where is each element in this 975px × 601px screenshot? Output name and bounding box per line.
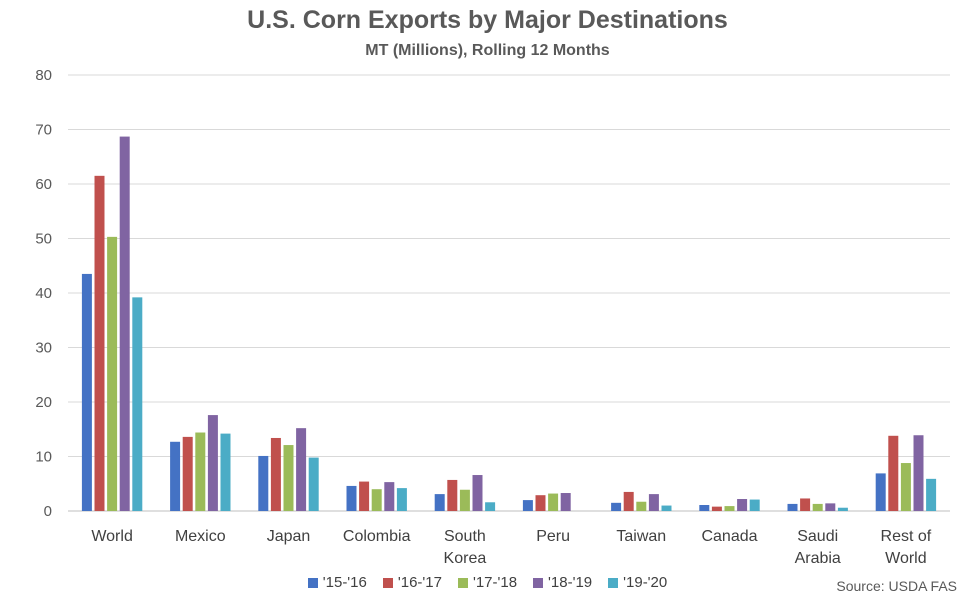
bar xyxy=(825,503,836,511)
bar xyxy=(371,489,382,511)
legend-entry: '17-'18 xyxy=(457,574,518,591)
bar xyxy=(812,503,823,511)
bar xyxy=(535,495,546,511)
bar xyxy=(837,507,848,511)
legend-entry: '16-'17 xyxy=(382,574,442,591)
bar xyxy=(207,415,218,511)
bar xyxy=(258,455,269,511)
bar xyxy=(132,297,143,511)
bar xyxy=(107,236,118,512)
y-tick-label: 80 xyxy=(35,67,52,84)
legend-label: '15-'16 xyxy=(322,574,367,591)
bar xyxy=(81,273,92,511)
y-tick-label: 40 xyxy=(35,285,52,302)
y-tick-label: 30 xyxy=(35,340,52,357)
x-tick-label: Japan xyxy=(267,528,311,545)
legend-label: '18-'19 xyxy=(548,574,593,591)
legend-label: '16-'17 xyxy=(397,574,442,591)
chart-subtitle: MT (Millions), Rolling 12 Months xyxy=(365,42,610,59)
bar xyxy=(636,501,647,511)
y-tick-label: 20 xyxy=(35,394,52,411)
bar xyxy=(195,432,206,511)
bar xyxy=(913,435,924,511)
bar xyxy=(522,500,533,511)
y-tick-label: 60 xyxy=(35,176,52,193)
legend-entry: '15-'16 xyxy=(307,574,367,591)
legend-label: '19-'20 xyxy=(623,574,668,591)
y-tick-label: 0 xyxy=(44,503,52,520)
x-tick-label: Peru xyxy=(536,528,570,545)
chart-title: U.S. Corn Exports by Major Destinations xyxy=(247,6,728,34)
legend-swatch xyxy=(382,577,393,588)
x-tick-label: South Korea xyxy=(444,528,487,567)
bar xyxy=(308,457,319,511)
bar xyxy=(472,475,483,511)
legend-entry: '18-'19 xyxy=(533,574,592,591)
y-tick-label: 70 xyxy=(35,122,52,139)
bar xyxy=(296,428,307,511)
chart-legend: '15-'16 '16-'17 '17-'18 '18-'19 '19-'20 xyxy=(0,574,975,591)
bar xyxy=(94,175,105,511)
bar xyxy=(611,502,622,511)
bar xyxy=(800,498,811,511)
bar xyxy=(560,493,571,511)
bar xyxy=(548,493,559,511)
y-tick-label: 10 xyxy=(35,449,52,466)
bar xyxy=(434,494,445,511)
bar xyxy=(648,494,659,511)
chart-source-note: Source: USDA FAS xyxy=(836,578,957,594)
bar xyxy=(396,488,407,511)
x-tick-label: Canada xyxy=(701,528,757,545)
x-tick-label: Mexico xyxy=(175,528,226,545)
bar xyxy=(359,481,370,511)
bar xyxy=(384,482,395,511)
legend-swatch xyxy=(533,577,544,588)
bar xyxy=(875,473,886,511)
x-tick-label: Taiwan xyxy=(616,528,666,545)
x-tick-label: Colombia xyxy=(343,528,411,545)
legend-swatch xyxy=(608,577,619,588)
bar xyxy=(711,506,722,511)
bar xyxy=(926,478,937,511)
x-tick-label: World xyxy=(91,528,133,545)
bar xyxy=(699,505,710,511)
bar xyxy=(737,499,748,511)
bar xyxy=(787,503,798,511)
legend-swatch xyxy=(307,577,318,588)
x-tick-label: Saudi Arabia xyxy=(795,528,841,567)
bar xyxy=(119,136,130,511)
bar xyxy=(170,441,181,511)
bar xyxy=(661,505,672,511)
x-tick-label: Rest of World xyxy=(881,528,932,567)
bar xyxy=(182,436,193,511)
legend-swatch xyxy=(457,577,468,588)
bar xyxy=(459,489,470,511)
bar xyxy=(749,499,760,511)
bar xyxy=(485,502,496,511)
y-tick-label: 50 xyxy=(35,231,52,248)
bar xyxy=(900,463,911,511)
bar xyxy=(724,506,735,511)
bar xyxy=(888,435,899,511)
bar xyxy=(447,479,458,511)
bar xyxy=(220,433,231,511)
bar xyxy=(270,437,281,511)
legend-entry: '19-'20 xyxy=(608,574,667,591)
legend-label: '17-'18 xyxy=(472,574,518,591)
bar xyxy=(346,485,357,511)
bar xyxy=(283,445,294,511)
bar xyxy=(623,491,634,511)
